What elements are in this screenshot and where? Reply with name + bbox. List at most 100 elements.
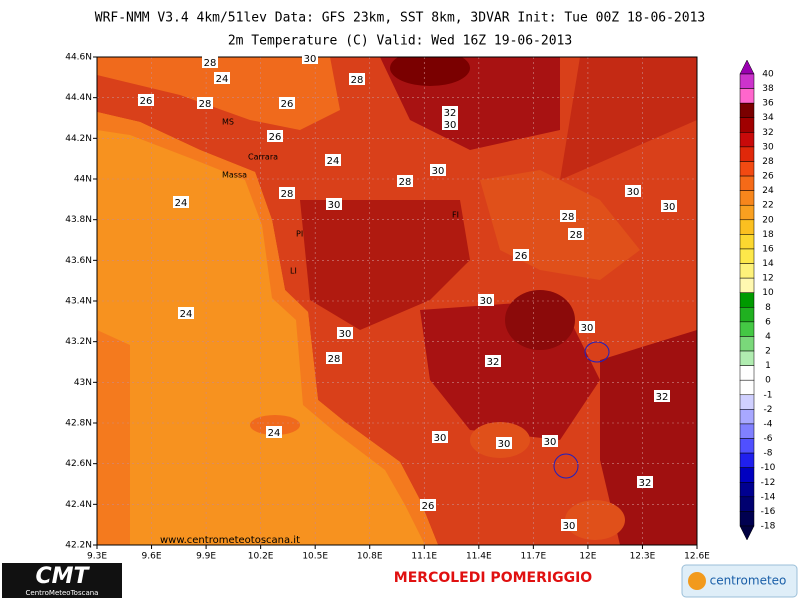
lat-tick-label: 42.8N	[65, 419, 92, 429]
contour-label-box	[637, 476, 653, 488]
contour-label: 30	[432, 166, 445, 177]
contour-label-box	[279, 97, 295, 109]
colorbar-label: -12	[761, 478, 776, 488]
colorbar-swatch	[739, 219, 755, 235]
cmt-logo: CMT CentroMeteoToscana	[2, 563, 122, 598]
contour-label: 26	[281, 99, 294, 110]
map-frame	[96, 56, 698, 546]
colorbar-label: 14	[762, 259, 774, 269]
colorbar-swatch	[739, 321, 755, 337]
place-label: MS	[222, 118, 234, 127]
contour-label-box	[478, 294, 494, 306]
colorbar-label: 26	[762, 172, 774, 182]
colorbar-label: 20	[762, 215, 774, 225]
period-label: MERCOLEDI POMERIGGIO	[394, 570, 592, 586]
colorbar-label: 40	[762, 70, 774, 80]
lon-tick-label: 11.1E	[411, 552, 437, 562]
colorbar-swatch	[739, 423, 755, 439]
colorbar-swatch	[739, 88, 755, 104]
lon-tick-label: 9.3E	[87, 552, 107, 562]
lat-tick-label: 44.2N	[65, 134, 92, 144]
colorbar-swatch	[739, 292, 755, 308]
colorbar-label: -8	[764, 449, 773, 459]
contour-label-box	[349, 73, 365, 85]
colorbar-swatch	[739, 409, 755, 425]
contour-label-box	[560, 210, 576, 222]
contour-label-box	[178, 307, 194, 319]
hot-area	[300, 200, 470, 330]
contour-label: 28	[562, 212, 575, 223]
contour-label: 30	[444, 120, 457, 131]
contour-ring	[553, 453, 579, 479]
colorbar-label: 2	[765, 347, 771, 357]
colorbar-label: 30	[762, 142, 774, 152]
colorbar-swatch	[739, 365, 755, 381]
colorbar-swatch	[739, 467, 755, 483]
colorbar-swatch	[739, 438, 755, 454]
place-label: PI	[296, 230, 303, 239]
contour-label: 26	[422, 501, 435, 512]
colorbar-swatch	[739, 350, 755, 366]
colorbar-swatch	[739, 204, 755, 221]
lat-tick-label: 42.6N	[65, 459, 92, 469]
contour-label: 28	[204, 58, 217, 69]
place-label: FI	[452, 211, 459, 220]
contour-label: 30	[544, 437, 557, 448]
colorbar-swatch	[739, 496, 755, 512]
place-labels: MS Carrara Massa PI LI FI	[222, 118, 459, 276]
warm-area	[560, 57, 697, 180]
colorbar-label: -18	[761, 522, 776, 532]
colorbar-label: -16	[761, 507, 776, 517]
colorbar-swatch	[739, 73, 755, 89]
contour-label-box	[326, 198, 342, 210]
lon-tick-label: 10.8E	[357, 552, 383, 562]
lon-tick-label: 12.6E	[684, 552, 710, 562]
contour-label: 24	[327, 156, 340, 167]
contour-label-box	[442, 118, 458, 130]
hot-area	[600, 330, 697, 545]
coastal-band	[97, 112, 438, 545]
contour-label: 30	[480, 296, 493, 307]
contour-label-box	[485, 355, 501, 367]
colorbar-swatch	[739, 511, 755, 527]
lon-tick-label: 9.6E	[142, 552, 162, 562]
place-label: Carrara	[248, 153, 278, 162]
colorbar-swatch	[739, 452, 755, 468]
lat-tick-label: 42.4N	[65, 500, 92, 510]
lat-tick-label: 43N	[74, 378, 92, 388]
lon-tick-label: 11.7E	[520, 552, 546, 562]
colorbar-swatch	[739, 175, 755, 191]
lon-tick-label: 10.2E	[248, 552, 274, 562]
contour-label: 24	[180, 309, 193, 320]
colorbar-label: 8	[765, 303, 771, 313]
contour-label: 30	[304, 54, 317, 65]
logo-text: CMT	[35, 564, 90, 589]
colorbar-label: -14	[761, 492, 776, 502]
colorbar-swatch	[739, 117, 755, 133]
colorbar-label: -2	[764, 405, 773, 415]
colorbar-label: 32	[762, 128, 773, 138]
contour-label-box	[337, 327, 353, 339]
colorbar-label: -4	[764, 419, 773, 429]
contour-label: 30	[498, 439, 511, 450]
contour-label-box	[302, 52, 318, 64]
centrometeo-logo: centrometeo	[681, 564, 798, 598]
lat-tick-label: 42.2N	[65, 541, 92, 551]
colorbar-swatch	[739, 234, 755, 250]
contour-label-box	[513, 249, 529, 261]
lon-tick-label: 12E	[579, 552, 596, 562]
lat-tick-label: 44N	[74, 175, 92, 185]
contour-label-box	[266, 426, 282, 438]
contour-label-box	[430, 164, 446, 176]
colorbar-label: 1	[765, 361, 771, 371]
colorbar-label: 16	[762, 244, 774, 254]
colorbar-swatch	[739, 336, 755, 352]
colorbar-label: 0	[765, 376, 771, 386]
contour-label: 28	[281, 189, 294, 200]
contour-label-box	[267, 130, 283, 142]
colorbar-swatch	[739, 379, 755, 396]
contour-label: 28	[328, 354, 341, 365]
contour-label-box	[138, 94, 154, 106]
contour-label: 30	[434, 433, 447, 444]
